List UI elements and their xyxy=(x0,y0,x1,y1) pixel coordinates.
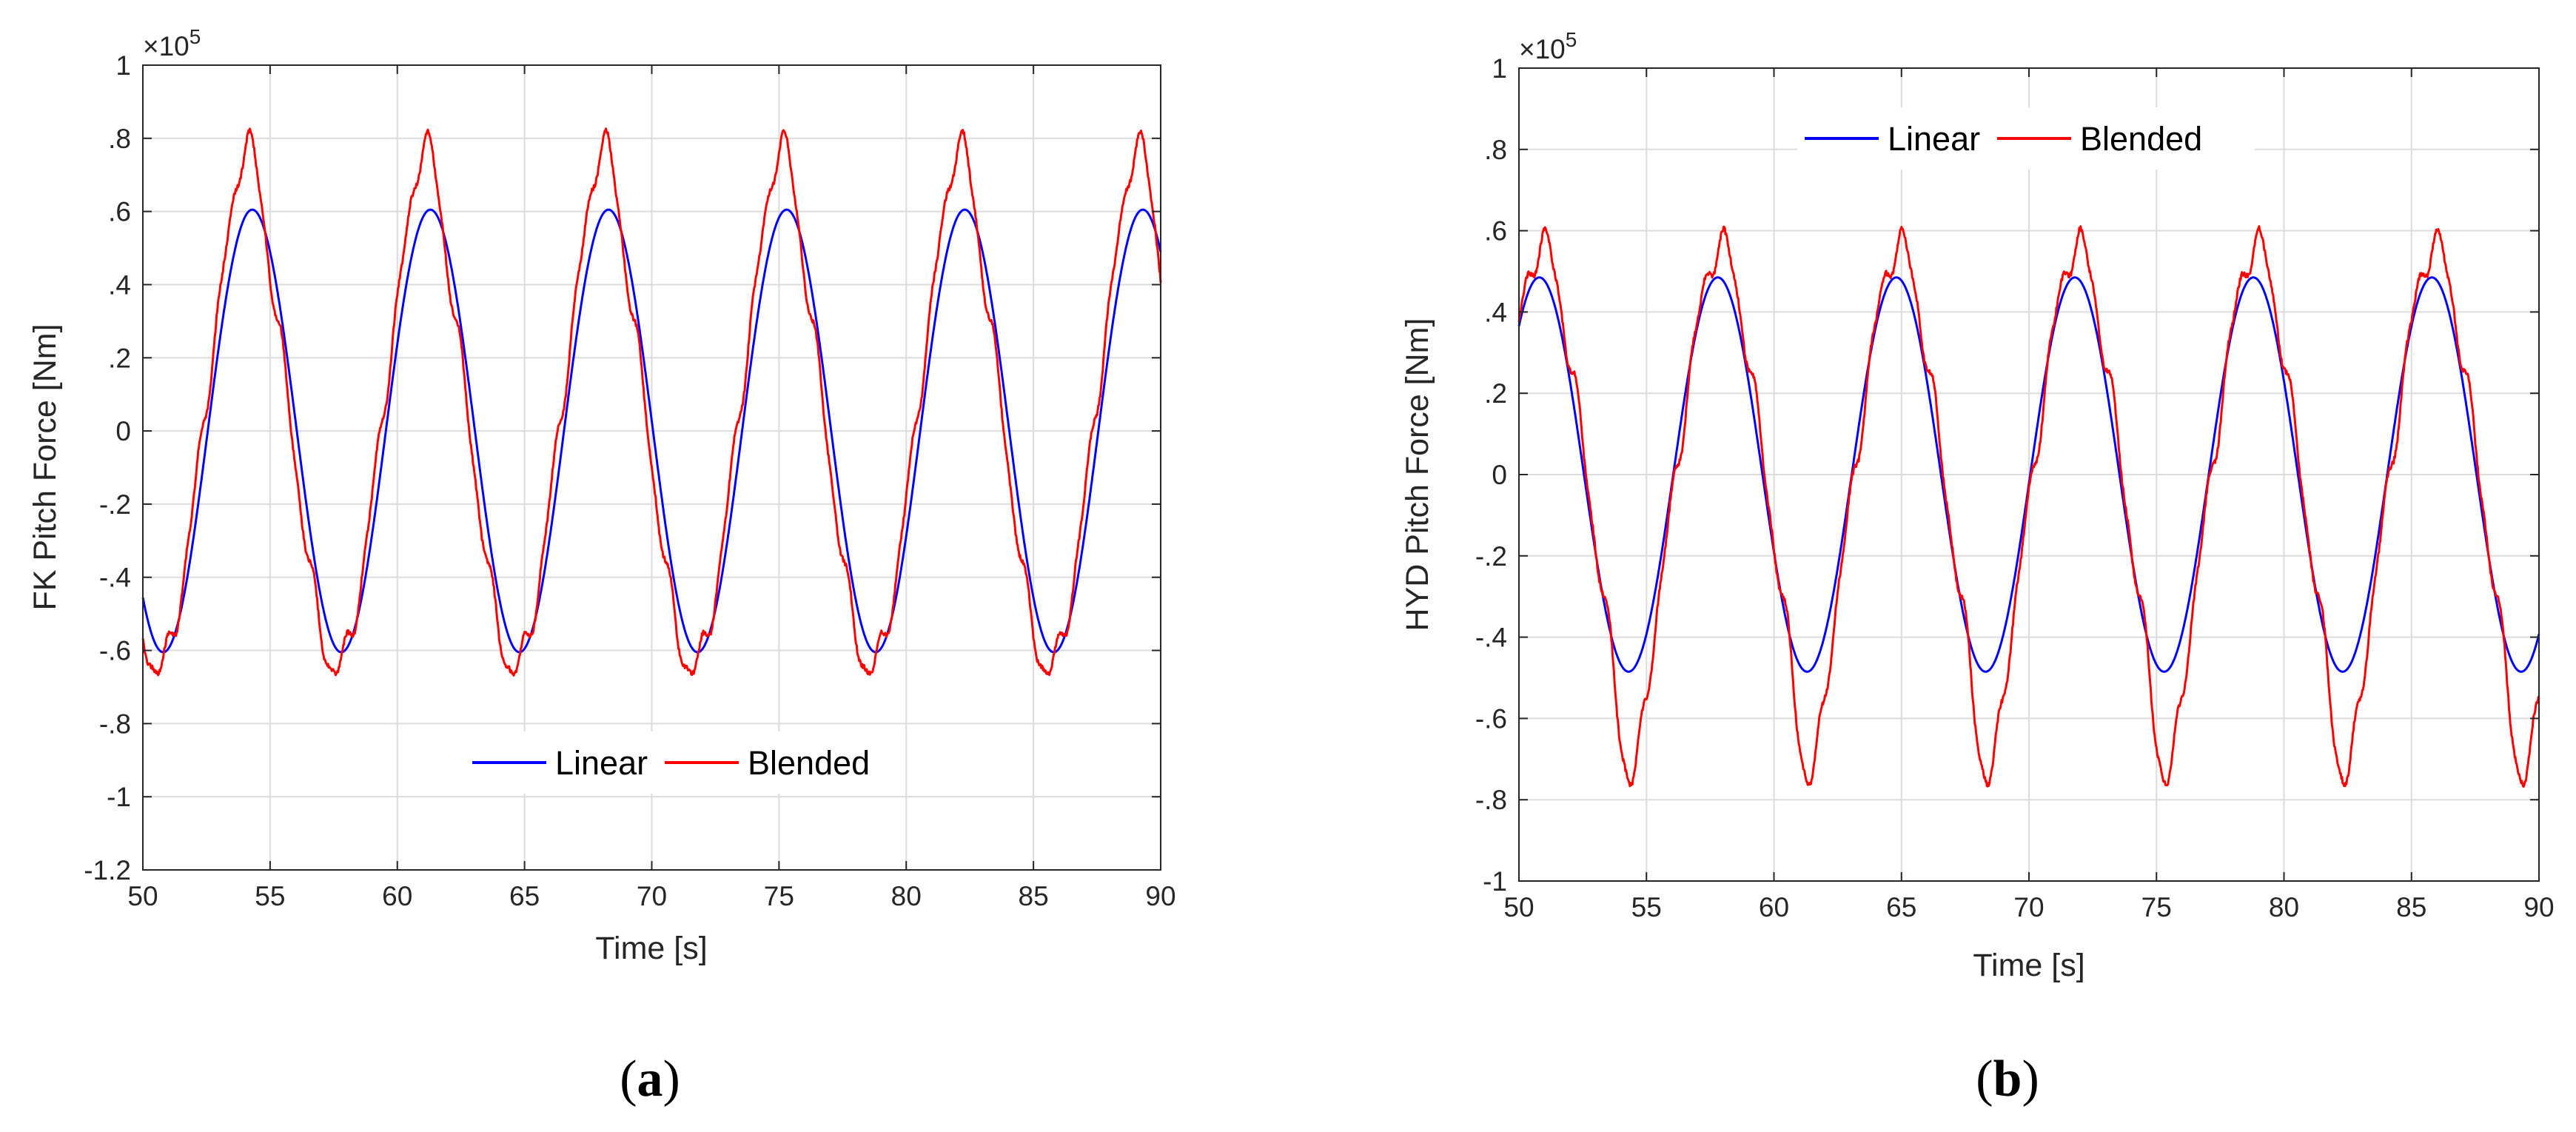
panel-caption: (a) xyxy=(620,1051,680,1108)
caption-paren-open: ( xyxy=(1976,1051,1993,1108)
legend: Linear Blended xyxy=(465,731,889,794)
x-tick-label: 70 xyxy=(2013,892,2044,922)
y-exponent-label: ×105 xyxy=(1519,28,1577,64)
x-tick-label: 85 xyxy=(1019,881,1049,911)
y-axis-label: FK Pitch Force [Nm] xyxy=(27,324,63,610)
x-tick-label: 75 xyxy=(2141,892,2172,922)
caption-paren-close: ) xyxy=(663,1051,680,1108)
legend-label-linear: Linear xyxy=(555,744,648,782)
x-tick-label: 60 xyxy=(382,881,412,911)
caption-letter: b xyxy=(1993,1051,2022,1108)
y-tick-label: -.2 xyxy=(1475,541,1507,572)
grid-lines xyxy=(143,65,1161,870)
x-tick-label: 75 xyxy=(764,881,794,911)
panel-caption: (b) xyxy=(1976,1051,2039,1108)
y-tick-label: -.4 xyxy=(1475,623,1507,653)
x-axis-label: Time [s] xyxy=(1973,948,2084,983)
exponent-power: 5 xyxy=(189,25,201,48)
x-axis-label: Time [s] xyxy=(595,931,707,966)
x-tick-label: 90 xyxy=(2523,892,2554,922)
y-tick-label: 0 xyxy=(115,416,131,446)
legend: Linear Blended xyxy=(1797,107,2255,170)
y-tick-label: .2 xyxy=(108,343,131,373)
x-tick-label: 60 xyxy=(1759,892,1789,922)
y-tick-label: -1 xyxy=(107,782,131,812)
y-tick-label: .2 xyxy=(1484,378,1507,409)
series-line-linear xyxy=(141,208,1162,654)
legend-label-blended: Blended xyxy=(748,744,870,782)
x-tick-label: 50 xyxy=(127,881,158,911)
x-tick-label: 80 xyxy=(2269,892,2299,922)
chart-panel-b: 50 55 60 65 70 75 80 85 90 -1 -.8 -.6 -.4 -.2 0 .2 .4 .6.… xyxy=(1400,28,2555,1108)
y-tick-label: -1 xyxy=(1483,866,1507,897)
x-tick-label: 65 xyxy=(509,881,540,911)
exponent-base: ×10 xyxy=(143,31,189,61)
x-tick-label: 80 xyxy=(891,881,922,911)
x-tick-label: 50 xyxy=(1503,892,1534,922)
y-tick-label: .6 xyxy=(108,197,131,227)
legend-label-blended: Blended xyxy=(2080,120,2202,158)
legend-label-linear: Linear xyxy=(1888,120,1980,158)
x-tick-label: 90 xyxy=(1145,881,1175,911)
x-tick-label: 70 xyxy=(637,881,667,911)
y-tick-label: -.6 xyxy=(1475,703,1507,734)
y-tick-label: .4 xyxy=(1484,297,1507,327)
y-tick-label: .4 xyxy=(108,269,131,300)
caption-paren-close: ) xyxy=(2022,1051,2039,1108)
y-tick-label: -.8 xyxy=(99,709,131,739)
y-tick-label: -.6 xyxy=(99,636,131,666)
exponent-base: ×10 xyxy=(1519,34,1566,64)
y-tick-label: .6 xyxy=(1484,216,1507,247)
x-tick-label: 85 xyxy=(2396,892,2426,922)
y-tick-label: -.2 xyxy=(99,489,131,520)
y-tick-label: .8 xyxy=(1484,135,1507,165)
series-line-blended xyxy=(141,127,1162,677)
y-tick-label: -.8 xyxy=(1475,785,1507,815)
chart-panel-a: 50 55 60 65 70 75 80 85 90 -1.2 -1 -.8 -.6 -.4 -.2 0 .2.… xyxy=(27,25,1176,1108)
y-tick-label: 1 xyxy=(1492,53,1507,84)
y-exponent-label: ×105 xyxy=(143,25,201,61)
x-tick-label: 65 xyxy=(1886,892,1916,922)
y-tick-label: .8 xyxy=(108,124,131,154)
exponent-power: 5 xyxy=(1566,28,1577,51)
y-tick-label: 0 xyxy=(1492,460,1507,490)
y-axis-label: HYD Pitch Force [Nm] xyxy=(1400,318,1435,632)
y-tick-label: 1 xyxy=(115,50,131,81)
caption-letter: a xyxy=(637,1051,663,1108)
x-tick-label: 55 xyxy=(255,881,285,911)
series-line-blended xyxy=(1517,225,2540,788)
caption-paren-open: ( xyxy=(620,1051,637,1108)
y-tick-label: -.4 xyxy=(99,563,131,593)
x-tick-label: 55 xyxy=(1631,892,1662,922)
y-tick-label: -1.2 xyxy=(84,855,131,885)
